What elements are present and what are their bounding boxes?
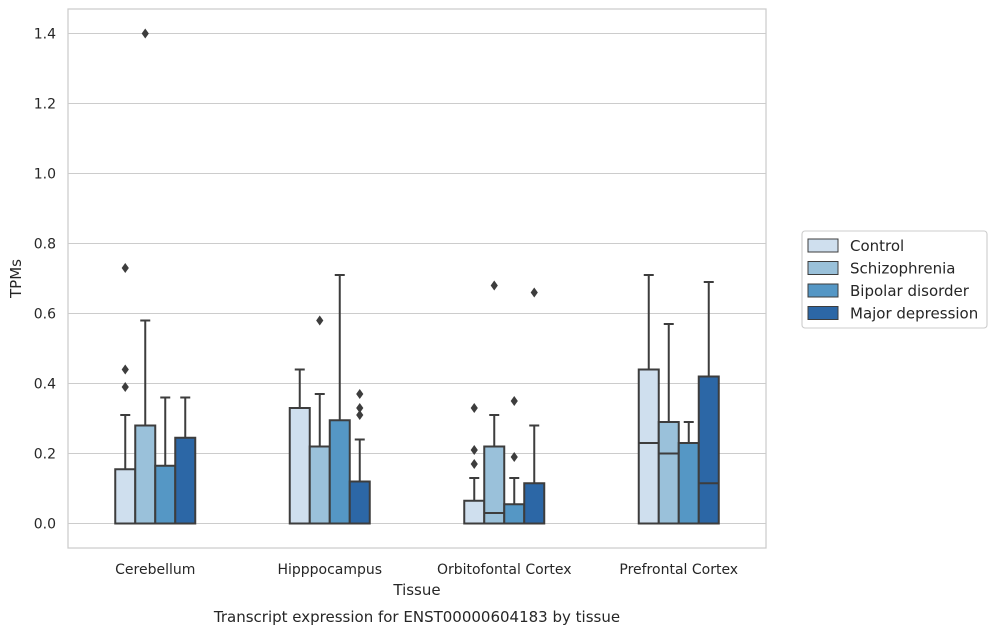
y-axis-ticks: 0.0 0.2 0.4 0.6 0.8 1.0 1.2 1.4 [34, 27, 56, 533]
outlier-marker [121, 382, 129, 392]
y-tick-label: 0.6 [34, 307, 56, 323]
y-tick-label: 0.0 [34, 517, 56, 533]
legend-label: Bipolar disorder [850, 282, 970, 300]
outlier-marker [356, 410, 364, 420]
y-axis-label: TPMs [7, 259, 25, 299]
box-group [348, 389, 371, 525]
box-rect [134, 424, 157, 525]
y-tick-label: 0.2 [34, 447, 56, 463]
outlier-marker [530, 287, 538, 298]
legend-swatch [807, 261, 839, 275]
y-tick-label: 1.0 [34, 167, 56, 183]
y-tick-label: 1.2 [34, 97, 56, 113]
box-series [114, 28, 720, 525]
legend: Control Schizophrenia Bipolar disorder Majo… [801, 230, 988, 329]
x-tick-label: Hipppocampus [277, 562, 382, 578]
box-rect [328, 419, 351, 525]
box-group [483, 280, 506, 525]
box-rect [657, 421, 680, 525]
outlier-marker [356, 389, 364, 399]
outlier-marker [490, 280, 498, 291]
box-group [523, 287, 546, 525]
box-rect [288, 407, 311, 525]
x-tick-label: Prefrontal Cortex [619, 562, 738, 578]
outlier-marker [470, 445, 478, 455]
box-group [174, 396, 197, 525]
chart-caption: Transcript expression for ENST0000060418… [213, 608, 620, 626]
box-rect [523, 482, 546, 525]
box-group [308, 315, 331, 525]
box-rect [463, 499, 486, 525]
outlier-marker [356, 403, 364, 413]
box-rect [503, 503, 526, 525]
box-rect [174, 436, 197, 525]
outlier-marker [470, 403, 478, 413]
box-rect [154, 464, 177, 525]
outlier-marker [121, 364, 129, 375]
legend-swatch [807, 283, 839, 298]
outlier-marker [316, 315, 324, 326]
plot-frame [67, 8, 767, 549]
outlier-marker [121, 263, 129, 273]
legend-swatch [807, 306, 839, 320]
outlier-marker [510, 396, 518, 406]
y-tick-label: 1.4 [34, 27, 56, 43]
x-tick-label: Orbitofontal Cortex [437, 562, 572, 578]
outlier-marker [141, 28, 149, 39]
y-tick-label: 0.8 [34, 237, 56, 253]
box-group [697, 281, 720, 525]
legend-frame [801, 230, 988, 329]
box-group [328, 274, 351, 525]
legend-label: Major depression [850, 305, 978, 323]
x-tick-label: Cerebellum [115, 562, 195, 578]
x-axis-ticks: Cerebellum Hipppocampus Orbitofontal Corte… [115, 562, 738, 578]
box-rect [483, 445, 506, 525]
legend-swatch [807, 238, 839, 253]
box-rect [697, 375, 720, 525]
box-rect [348, 480, 371, 525]
box-rect [637, 368, 660, 525]
x-axis-label: Tissue [392, 581, 440, 599]
outlier-marker [470, 459, 478, 469]
box-rect [114, 468, 137, 525]
outlier-marker [510, 452, 518, 462]
box-group [154, 396, 177, 525]
legend-label: Control [850, 237, 904, 255]
box-rect [677, 442, 700, 525]
box-rect [308, 445, 331, 525]
y-tick-label: 0.4 [34, 377, 56, 393]
box-group [114, 263, 137, 525]
legend-label: Schizophrenia [850, 260, 955, 278]
